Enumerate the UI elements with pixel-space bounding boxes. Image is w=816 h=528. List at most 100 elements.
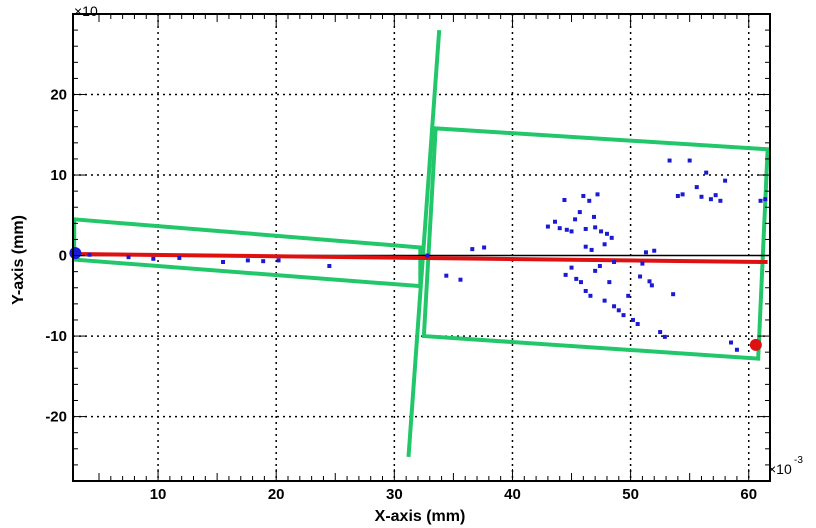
- data-point: [640, 261, 645, 266]
- data-point: [647, 279, 652, 284]
- data-point: [573, 217, 578, 222]
- data-point: [458, 277, 463, 282]
- data-point: [569, 229, 574, 234]
- data-point: [630, 317, 635, 322]
- data-point: [564, 227, 569, 232]
- data-point: [713, 193, 718, 198]
- x-tick-label: 20: [268, 486, 285, 503]
- data-point: [470, 247, 475, 252]
- data-point: [87, 252, 92, 257]
- data-point: [621, 313, 626, 318]
- tick-labels: 10 20 30 40 50 60 20 10 0 -10 -20: [45, 87, 757, 503]
- data-point: [635, 321, 640, 326]
- data-point: [667, 158, 672, 163]
- data-point: [649, 283, 654, 288]
- data-point: [593, 225, 598, 230]
- data-point: [261, 259, 266, 264]
- data-point: [671, 292, 676, 297]
- data-point: [758, 198, 763, 203]
- x-tick-label: 30: [386, 486, 403, 503]
- data-point: [482, 245, 487, 250]
- data-point: [602, 242, 607, 247]
- y-tick-label: -10: [45, 328, 67, 345]
- data-point: [569, 265, 574, 270]
- data-point: [562, 197, 567, 202]
- data-point: [574, 276, 579, 281]
- data-point: [763, 197, 768, 202]
- x-tick-label: 60: [740, 486, 757, 503]
- data-point: [593, 268, 598, 273]
- data-point: [708, 197, 713, 202]
- data-point: [583, 288, 588, 293]
- data-point: [699, 194, 704, 199]
- data-point: [581, 193, 586, 198]
- data-point: [643, 250, 648, 255]
- data-point: [602, 298, 607, 303]
- data-point: [604, 231, 609, 236]
- data-point: [612, 304, 617, 309]
- start-point-marker: [69, 247, 82, 260]
- y-axis-title: Y-axis (mm): [10, 215, 27, 305]
- data-point: [545, 224, 550, 229]
- data-point: [729, 340, 734, 345]
- detector-plane: [406, 29, 442, 457]
- data-point: [126, 255, 131, 260]
- data-point: [638, 274, 643, 279]
- data-point: [151, 256, 156, 261]
- x-multiplier-label: ×10: [768, 461, 792, 477]
- data-point: [595, 192, 600, 197]
- y-tick-label: -20: [45, 409, 67, 426]
- data-point: [557, 226, 562, 231]
- data-point: [591, 214, 596, 219]
- data-point: [583, 244, 588, 249]
- data-point: [589, 247, 594, 252]
- data-point: [597, 264, 602, 269]
- data-point: [652, 248, 657, 253]
- data-point: [723, 178, 728, 183]
- detector-box: [421, 126, 770, 361]
- detector-geometry: [72, 29, 770, 457]
- data-point: [704, 170, 709, 175]
- data-point: [680, 192, 685, 197]
- data-point: [245, 258, 250, 263]
- data-point: [583, 226, 588, 231]
- track-fit-line: [72, 251, 768, 264]
- data-point: [607, 280, 612, 285]
- data-point: [675, 193, 680, 198]
- data-point: [662, 334, 667, 339]
- data-point: [616, 308, 621, 313]
- data-point: [577, 210, 582, 215]
- y-tick-label: 10: [50, 167, 67, 184]
- plot-frame: [72, 13, 771, 482]
- x-tick-label: 50: [622, 486, 639, 503]
- data-point: [425, 253, 430, 258]
- data-point: [276, 258, 281, 263]
- x-tick-label: 10: [150, 486, 167, 503]
- data-point: [587, 198, 592, 203]
- axis-ticks: [73, 14, 770, 481]
- x-tick-label: 40: [504, 486, 521, 503]
- data-points: [73, 158, 768, 352]
- data-point: [658, 330, 663, 335]
- data-point: [734, 347, 739, 352]
- end-point-marker: [749, 338, 762, 351]
- data-point: [687, 158, 692, 163]
- data-point: [444, 273, 449, 278]
- grid: [73, 14, 770, 481]
- track-line: [72, 251, 768, 264]
- y-tick-label: 20: [50, 87, 67, 104]
- y-tick-label: 0: [59, 248, 67, 265]
- data-point: [599, 229, 604, 234]
- data-point: [588, 293, 593, 298]
- data-point: [578, 280, 583, 285]
- data-point: [718, 198, 723, 203]
- data-point: [626, 293, 631, 298]
- data-point: [177, 255, 182, 260]
- data-point: [609, 235, 614, 240]
- data-point: [563, 272, 568, 277]
- data-point: [221, 259, 226, 264]
- data-point: [327, 264, 332, 269]
- data-point: [552, 219, 557, 224]
- y-multiplier-label: ×10: [74, 3, 98, 19]
